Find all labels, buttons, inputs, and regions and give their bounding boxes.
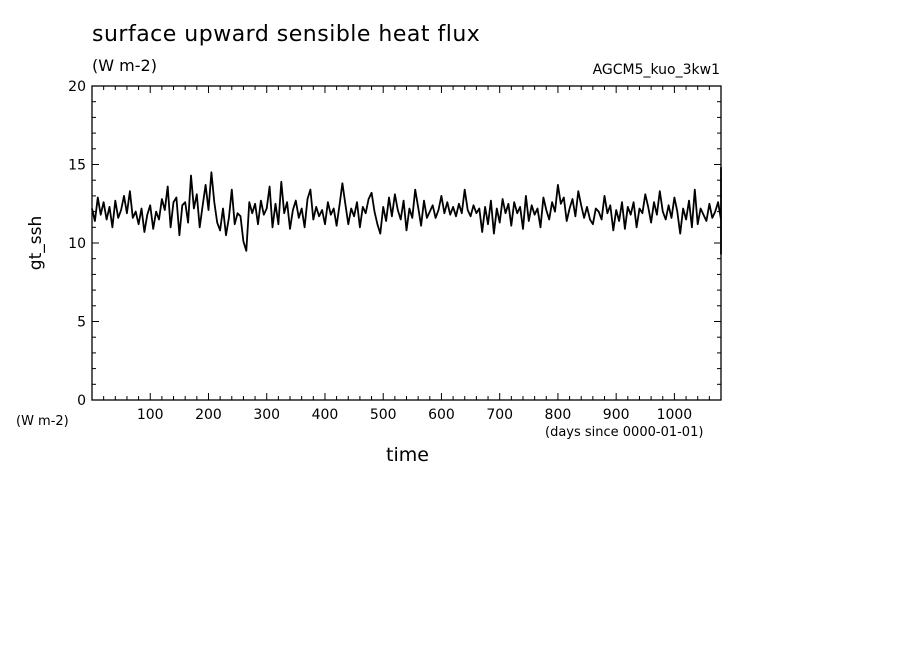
y-tick-label: 15 [68, 158, 86, 174]
x-axis-units: (days since 0000-01-01) [545, 425, 704, 440]
series-line [91, 166, 722, 255]
chart-title: surface upward sensible heat flux [92, 22, 481, 47]
y-tick-label: 0 [77, 393, 86, 409]
x-tick-label: 900 [603, 407, 630, 423]
x-tick-label: 400 [312, 407, 339, 423]
x-tick-label: 700 [486, 407, 513, 423]
y-tick-label: 10 [68, 236, 86, 252]
units-label-top: (W m-2) [92, 56, 157, 75]
x-tick-label: 200 [195, 407, 222, 423]
y-tick-label: 5 [77, 315, 86, 331]
x-tick-label: 800 [545, 407, 572, 423]
units-label-left: (W m-2) [16, 414, 69, 429]
x-tick-label: 1000 [657, 407, 693, 423]
y-tick-label: 20 [68, 79, 86, 95]
x-tick-label: 300 [253, 407, 280, 423]
x-axis-label: time [386, 444, 429, 466]
x-tick-label: 500 [370, 407, 397, 423]
x-tick-label: 100 [137, 407, 164, 423]
run-name-label: AGCM5_kuo_3kw1 [592, 62, 720, 78]
plot-frame [91, 85, 722, 401]
x-tick-label: 600 [428, 407, 455, 423]
